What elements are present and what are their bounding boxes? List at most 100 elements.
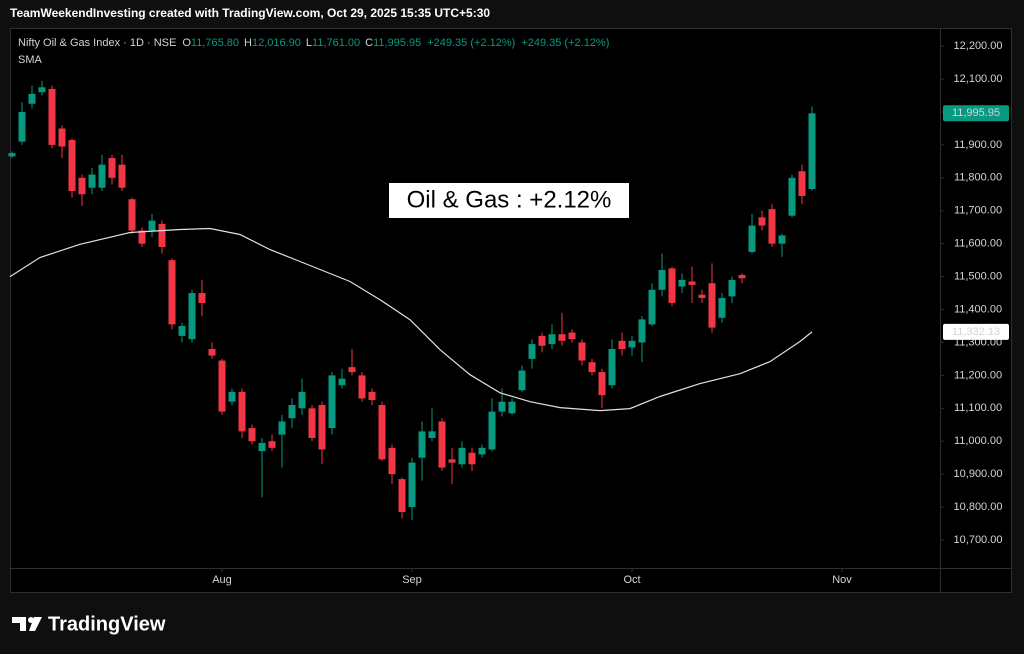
y-tick-label: 10,800.00	[954, 501, 1003, 513]
candle-body	[588, 362, 596, 373]
logo	[12, 617, 42, 631]
candle-body	[358, 375, 366, 399]
candle-body	[558, 334, 566, 341]
ohlc-value: 11,765.80	[191, 37, 239, 49]
candle-body	[448, 459, 456, 463]
candle-body	[428, 431, 436, 438]
price-label-box	[943, 105, 1009, 122]
candle-body	[238, 391, 246, 432]
chart-panel	[10, 28, 1012, 593]
y-tick-label: 12,200.00	[954, 40, 1003, 52]
candle-body	[688, 281, 696, 285]
ohlc-value: 11,995.95	[373, 37, 421, 49]
candle-body	[518, 370, 526, 391]
candle-body	[698, 294, 706, 299]
candle-body	[288, 405, 296, 419]
candle-body	[638, 319, 646, 343]
candle-body	[528, 344, 536, 359]
candle-body	[568, 332, 576, 340]
candle-body	[438, 421, 446, 468]
y-tick-label: 11,200.00	[954, 369, 1002, 381]
candle-body	[658, 270, 666, 290]
y-tick-label: 11,000.00	[954, 435, 1002, 447]
y-tick-label: 10,900.00	[954, 468, 1003, 480]
logo-mark	[12, 617, 26, 631]
candle-body	[198, 293, 206, 303]
candle-body	[738, 274, 746, 279]
sma-line	[9, 227, 813, 412]
candle-body	[728, 279, 736, 297]
candle-body	[378, 405, 386, 460]
candle-body	[278, 421, 286, 435]
candle-body	[268, 441, 276, 448]
legend-series: SMA	[18, 54, 43, 66]
y-tick-label: 11,700.00	[954, 205, 1002, 217]
candle-body	[418, 431, 426, 458]
candle-body	[468, 452, 476, 465]
x-tick-label: Sep	[402, 574, 422, 586]
legend-line: Nifty Oil & Gas Index · 1D · NSE O11,765.…	[18, 37, 609, 49]
candle-body	[208, 349, 216, 356]
candle-body	[28, 93, 36, 104]
candle-body	[308, 408, 316, 438]
candle-body	[498, 401, 506, 412]
candle-body	[18, 111, 26, 142]
chart-title: Nifty Oil & Gas Index · 1D · NSE	[18, 37, 176, 49]
candle-body	[508, 401, 516, 414]
candle-body	[58, 128, 66, 147]
y-tick-label: 11,400.00	[954, 303, 1002, 315]
ohlc-value: 11,761.00	[312, 37, 360, 49]
price-label: 11,995.95	[952, 107, 1000, 119]
y-tick-label: 11,600.00	[954, 238, 1002, 250]
candle-body	[718, 298, 726, 318]
logo-mark	[29, 617, 42, 631]
candle-body	[228, 391, 236, 402]
y-tick-label: 12,100.00	[954, 73, 1003, 85]
candle-body	[158, 223, 166, 247]
x-tick-label: Oct	[623, 574, 640, 586]
candle-body	[318, 405, 326, 450]
candle-body	[798, 171, 806, 196]
ohlc-value: 12,016.90	[252, 37, 301, 49]
annotation-box	[389, 183, 629, 218]
annotation: Oil & Gas : +2.12%	[407, 186, 612, 213]
candle-body	[178, 325, 186, 336]
candle-body	[138, 230, 146, 244]
y-tick-label: 11,500.00	[954, 271, 1002, 283]
change: +249.35 (+2.12%)	[427, 37, 515, 49]
change: +249.35 (+2.12%)	[521, 37, 609, 49]
candle-body	[338, 378, 346, 386]
y-tick-label: 10,700.00	[954, 534, 1003, 546]
candle-body	[408, 462, 416, 508]
candle-body	[68, 139, 76, 191]
ohlc-key: L	[306, 37, 312, 49]
candle-body	[598, 372, 606, 396]
candle-body	[298, 391, 306, 409]
candle-body	[258, 442, 266, 452]
candle-body	[808, 113, 816, 190]
candle-body	[538, 335, 546, 346]
candle-body	[778, 235, 786, 244]
candle-body	[88, 174, 96, 188]
price-label: 11,332.13	[952, 326, 1000, 338]
candle-body	[248, 428, 256, 442]
candle-body	[608, 349, 616, 386]
y-tick-label: 11,800.00	[954, 172, 1002, 184]
candle-body	[8, 153, 16, 157]
candle-body	[768, 209, 776, 244]
y-tick-label: 11,900.00	[954, 139, 1002, 151]
candle-body	[188, 293, 196, 340]
candle-body	[748, 225, 756, 252]
ohlc-key: C	[365, 37, 373, 49]
candle-body	[48, 88, 56, 145]
candle-body	[78, 177, 86, 195]
candle-body	[148, 220, 156, 231]
candle-body	[478, 447, 486, 455]
candle-body	[628, 340, 636, 348]
candle-body	[488, 411, 496, 450]
candle-body	[348, 367, 356, 373]
candle-body	[128, 199, 136, 231]
candle-body	[618, 340, 626, 350]
